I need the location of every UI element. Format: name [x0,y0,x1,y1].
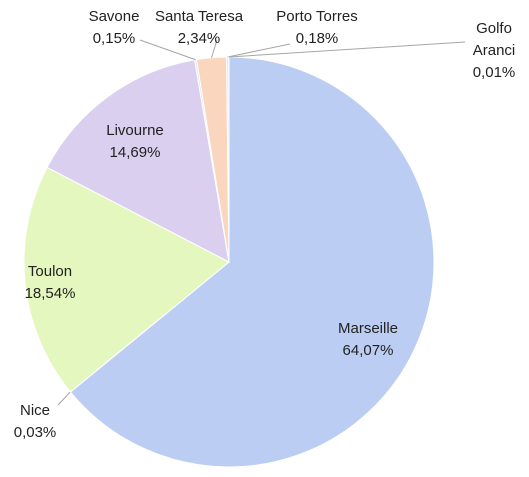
slice-label: Golfo Aranci 0,01% [469,18,519,84]
pie-slice [46,59,230,263]
value-label: 14,69% [109,144,161,161]
leader-line [211,39,218,58]
category-label: Santa Teresa [154,8,244,25]
leader-line [227,43,291,58]
leader-line [57,391,71,406]
category-label: Golfo Aranci [472,20,516,59]
category-label: Marseille [337,320,399,337]
value-label: 64,07% [342,342,394,359]
pie-slice [23,166,230,393]
value-label: 18,54% [24,285,76,302]
leader-line [139,39,196,61]
leader-line [228,41,466,58]
value-label: 0,18% [295,30,339,47]
slice-label: Marseille 64,07% [338,318,398,362]
category-label: Toulon [27,263,73,280]
value-label: 2,34% [177,30,221,47]
slice-label: Savone 0,15% [89,6,140,50]
value-label: 0,03% [13,424,57,441]
slice-label: Santa Teresa 2,34% [155,6,243,50]
category-label: Savone [88,8,140,25]
slice-label: Toulon 18,54% [25,261,76,305]
slice-label: Porto Torres 0,18% [276,6,357,50]
slice-label: Nice 0,03% [14,400,57,444]
value-label: 0,15% [92,30,136,47]
value-label: 0,01% [472,64,516,81]
slice-label: Livourne 14,69% [106,120,164,164]
category-label: Nice [19,402,51,419]
category-label: Livourne [106,122,164,139]
pie-slice [69,56,435,468]
category-label: Porto Torres [276,8,358,25]
